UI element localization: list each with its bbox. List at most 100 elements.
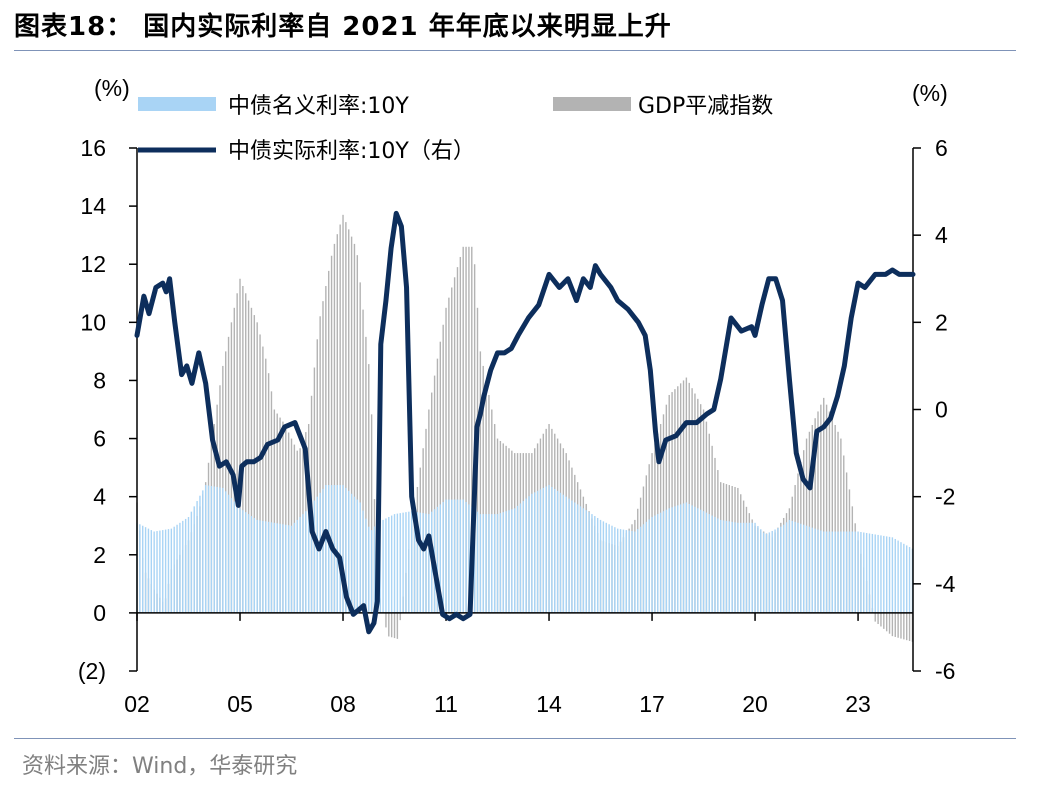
nominal-rate-bar: [299, 517, 301, 613]
deflator-bar: [262, 346, 264, 613]
nominal-rate-bar: [207, 485, 210, 613]
nominal-rate-bar: [740, 522, 742, 613]
nominal-rate-bar: [594, 516, 596, 613]
nominal-rate-bar: [722, 520, 725, 613]
nominal-rate-bar: [554, 488, 556, 613]
deflator-bar: [877, 612, 879, 625]
deflator-bar: [820, 404, 822, 613]
deflator-bar: [345, 222, 347, 613]
nominal-rate-bar: [568, 498, 570, 613]
nominal-rate-bar: [731, 521, 733, 613]
deflator-bar: [834, 425, 836, 613]
nominal-rate-bar: [502, 512, 504, 613]
nominal-rate-bar: [596, 517, 599, 613]
deflator-bar: [396, 612, 399, 639]
nominal-rate-bar: [456, 499, 459, 613]
left-axis-tick-label: 10: [80, 309, 106, 335]
deflator-bar: [285, 426, 287, 613]
nominal-rate-bar: [267, 521, 270, 613]
nominal-rate-bar: [745, 522, 748, 613]
nominal-rate-bar: [410, 511, 413, 613]
nominal-rate-bar: [654, 515, 656, 613]
nominal-rate-bar: [714, 517, 716, 613]
nominal-rate-bar: [840, 531, 842, 613]
nominal-rate-bar: [585, 510, 587, 613]
nominal-rate-bar: [182, 520, 184, 613]
nominal-rate-bar: [408, 511, 410, 613]
nominal-rate-bar: [536, 490, 539, 613]
deflator-bar: [239, 278, 241, 613]
legend-label-real: 中债实际利率:10Y（右）: [228, 139, 475, 164]
deflator-bar: [362, 309, 364, 613]
deflator-bar: [891, 612, 894, 637]
nominal-rate-bar: [708, 514, 710, 613]
nominal-rate-bar: [350, 493, 353, 613]
nominal-rate-bar: [843, 531, 845, 613]
nominal-rate-bar: [482, 514, 484, 613]
left-axis-tick-label: 16: [80, 135, 106, 161]
deflator-bar: [688, 382, 690, 613]
nominal-rate-bars: [136, 485, 914, 613]
deflator-bar: [679, 383, 682, 613]
nominal-rate-bar: [574, 502, 576, 613]
nominal-rate-bar: [247, 514, 250, 613]
deflator-bar: [840, 438, 842, 613]
nominal-rate-bar: [668, 508, 670, 613]
nominal-rate-bar: [476, 511, 479, 613]
nominal-rate-bar: [499, 513, 502, 613]
nominal-rate-bar: [614, 527, 616, 613]
deflator-bar: [485, 380, 487, 613]
nominal-rate-bar: [737, 522, 739, 613]
deflator-bar: [897, 612, 899, 638]
deflator-bar: [319, 316, 321, 613]
nominal-rate-bar: [453, 499, 456, 613]
nominal-rate-bar: [551, 486, 553, 613]
nominal-rate-bar: [508, 510, 510, 613]
nominal-rate-bar: [285, 524, 287, 613]
nominal-rate-bar: [236, 504, 238, 613]
deflator-bar: [479, 351, 482, 613]
nominal-rate-bar: [230, 498, 233, 613]
deflator-bar: [451, 287, 453, 613]
nominal-rate-bar: [222, 487, 224, 613]
nominal-rate-bar: [657, 514, 659, 613]
nominal-rate-bar: [888, 536, 891, 613]
deflator-bar: [488, 394, 490, 613]
deflator-bar: [385, 612, 387, 628]
nominal-rate-bar: [788, 519, 791, 613]
nominal-rate-bar: [685, 502, 688, 613]
deflator-bar: [906, 612, 908, 641]
chart-title: 图表18： 国内实际利率自 2021 年年底以来明显上升: [14, 12, 672, 42]
nominal-rate-bar: [579, 506, 582, 613]
deflator-bar: [699, 404, 702, 613]
real-rate-line-group: [134, 210, 916, 635]
nominal-rate-bar: [279, 523, 281, 613]
nominal-rate-bar: [402, 512, 404, 613]
deflator-bar: [682, 380, 685, 613]
deflator-bar: [668, 394, 670, 613]
nominal-rate-bar: [328, 485, 330, 613]
right-axis-tick-label: 0: [935, 397, 948, 423]
deflator-bar: [677, 386, 679, 613]
source-divider: [14, 738, 1016, 739]
left-axis-tick-label: 14: [80, 193, 106, 219]
nominal-rate-bar: [539, 489, 542, 613]
real-rate-line: [134, 210, 916, 635]
nominal-rate-bar: [176, 524, 178, 613]
nominal-rate-bar: [894, 538, 896, 613]
nominal-rate-bar: [828, 531, 831, 613]
nominal-rate-bar: [751, 522, 753, 613]
left-axis-tick-label: 12: [80, 251, 106, 277]
deflator-bar: [433, 375, 436, 613]
nominal-rate-bar: [631, 531, 633, 613]
nominal-rate-bar: [691, 505, 693, 613]
nominal-rate-bar: [797, 522, 799, 613]
nominal-rate-bar: [459, 499, 462, 613]
nominal-rate-bar: [734, 522, 736, 613]
nominal-rate-bar: [159, 530, 161, 613]
nominal-rate-bar: [717, 518, 719, 613]
right-axis-tick-label: 6: [935, 135, 948, 161]
nominal-rate-bar: [780, 526, 782, 613]
chart-legend: 中债名义利率:10Y GDP平减指数 中债实际利率:10Y（右）: [138, 94, 773, 164]
